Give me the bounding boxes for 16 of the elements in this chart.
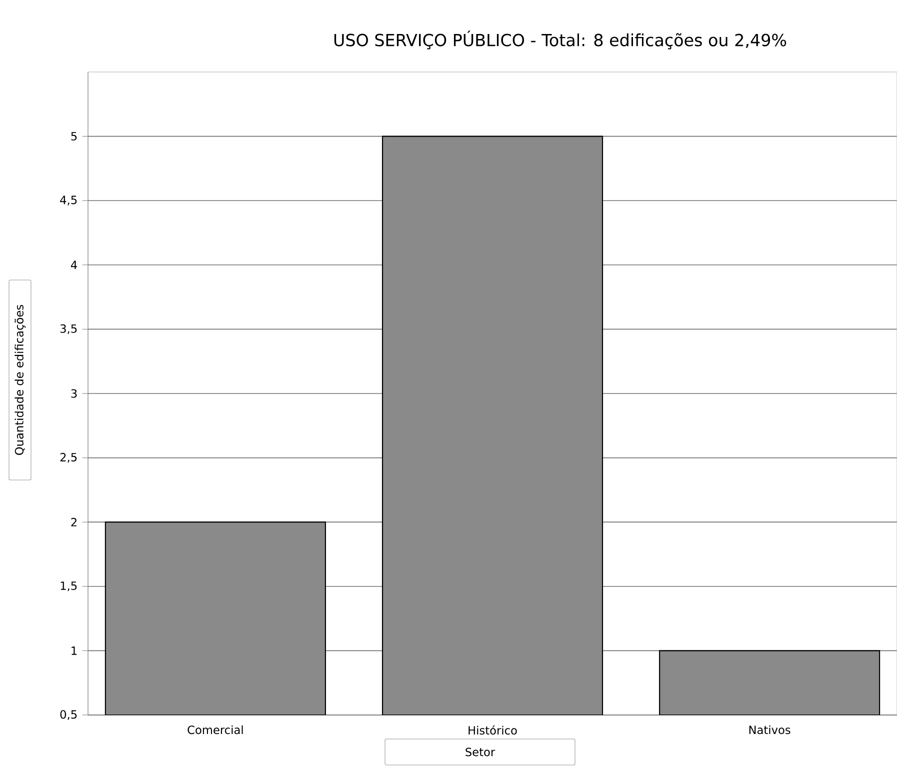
x-tick-label: Nativos: [749, 725, 790, 734]
y-tick-label: 4,5: [60, 196, 77, 206]
y-tick-label: 1: [72, 646, 77, 655]
y-tick-label: 4: [70, 260, 77, 270]
y-tick-label: 1,5: [60, 582, 77, 592]
y-tick-label: 0,5: [60, 710, 77, 720]
y-axis-title: Quantidade de edificações: [14, 304, 26, 455]
y-tick-label: 5: [71, 132, 77, 141]
y-tick-label: 2: [71, 518, 76, 526]
chart-title: USO SERVIÇO PÚBLICO - Total: 8 edificações ou 2,49%: [334, 30, 786, 50]
y-tick-label: 3: [71, 389, 77, 398]
y-tick-label: 3,5: [60, 324, 77, 334]
y-tick-label: 2,5: [60, 452, 77, 463]
x-tick-label: Histórico: [468, 725, 517, 735]
x-tick-label: Comercial: [188, 725, 243, 734]
x-axis-title: Setor: [466, 748, 496, 756]
